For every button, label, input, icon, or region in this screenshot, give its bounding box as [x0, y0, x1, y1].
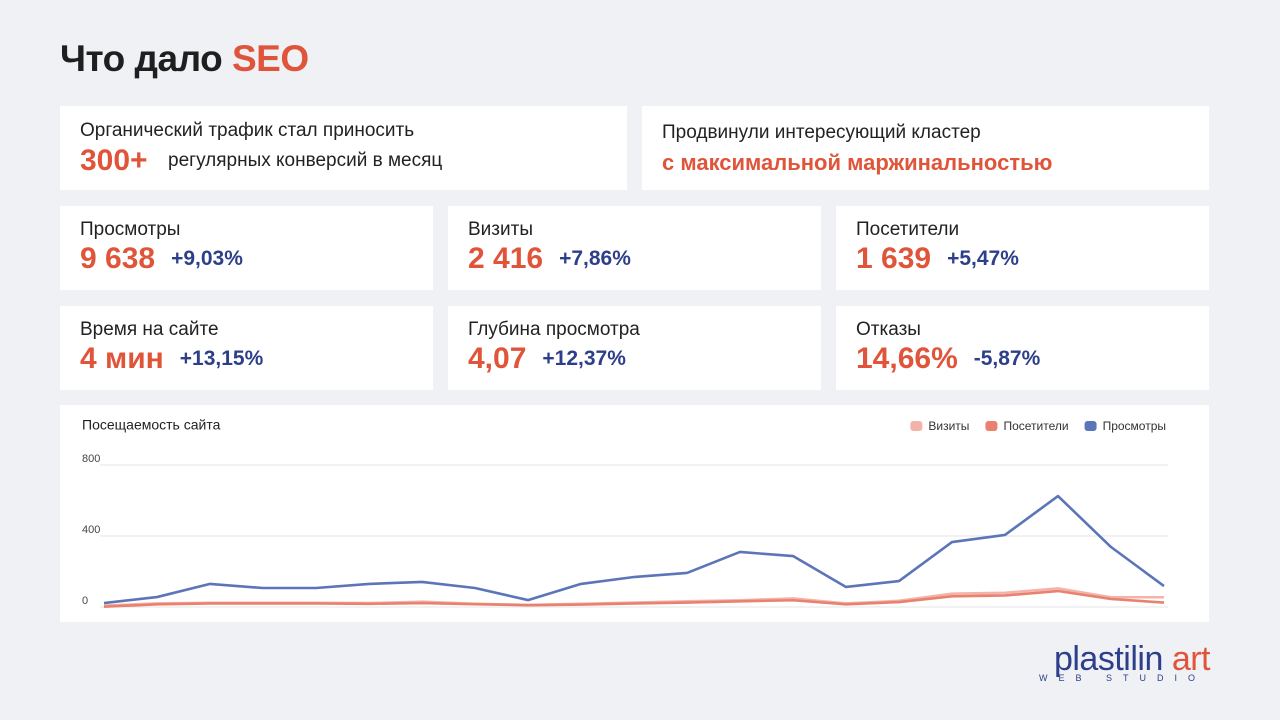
legend-swatch: [910, 421, 923, 431]
metric-card: Посетители 1 639 +5,47%: [836, 206, 1209, 290]
metric-value: 4,07: [468, 342, 527, 375]
metric-card: Отказы 14,66% -5,87%: [836, 306, 1209, 390]
metric-label: Просмотры: [80, 219, 181, 240]
legend-label: Просмотры: [1103, 419, 1166, 433]
metric-change: +12,37%: [542, 347, 626, 370]
card-text: Продвинули интересующий кластер: [662, 122, 981, 143]
card-note: регулярных конверсий в месяц: [168, 150, 443, 171]
title: Что дало SEO: [60, 38, 309, 80]
series-line: [103, 589, 1165, 608]
highlight-card: Органический трафик стал приносить 300+ …: [60, 106, 627, 190]
metric-value: 14,66%: [856, 342, 958, 375]
metric-change: -5,87%: [973, 347, 1041, 370]
card-text: Органический трафик стал приносить: [80, 120, 415, 141]
metric-label: Визиты: [468, 219, 533, 240]
metric-label: Посетители: [856, 219, 960, 240]
title-highlight: SEO: [231, 38, 309, 79]
y-tick-label: 400: [82, 524, 100, 536]
metric-card: Просмотры 9 638 +9,03%: [60, 206, 433, 290]
title-text: Что дало: [60, 38, 223, 79]
metric-change: +7,86%: [559, 247, 631, 270]
metric-line: 2 416 +7,86%: [468, 242, 631, 276]
series-line: [103, 494, 1165, 605]
metric-change: +9,03%: [171, 247, 243, 270]
legend-label: Посетители: [1003, 419, 1068, 433]
metric-line: 4 мин +13,15%: [80, 342, 263, 376]
metric-card: Визиты 2 416 +7,86%: [448, 206, 821, 290]
card-value: 300+: [80, 144, 148, 177]
highlight-card: Продвинули интересующий кластер с максим…: [642, 106, 1209, 190]
metric-line: 1 639 +5,47%: [856, 242, 1019, 276]
y-tick-label: 800: [82, 453, 100, 465]
metric-card: Время на сайте 4 мин +13,15%: [60, 306, 433, 390]
logo: plastilin art: [1053, 640, 1211, 679]
metric-value: 4 мин: [80, 342, 164, 375]
legend-label: Визиты: [928, 419, 969, 433]
chart-title: Посещаемость сайта: [82, 417, 221, 433]
metric-value: 2 416: [468, 242, 544, 275]
metric-label: Отказы: [856, 319, 921, 340]
logo-sub: WEB STUDIO: [1038, 673, 1206, 683]
legend-swatch: [1084, 421, 1097, 431]
metric-change: +13,15%: [179, 347, 264, 370]
logo-name: plastilin: [1053, 640, 1163, 678]
metric-line: 14,66% -5,87%: [856, 342, 1040, 376]
metric-value: 1 639: [856, 242, 932, 275]
metric-value: 9 638: [80, 242, 156, 275]
y-tick-label: 0: [82, 595, 88, 607]
metric-line: 4,07 +12,37%: [468, 342, 626, 376]
metric-change: +5,47%: [947, 247, 1019, 270]
card-accent: с максимальной маржинальностью: [662, 150, 1053, 175]
metric-label: Глубина просмотра: [468, 319, 640, 340]
legend-swatch: [985, 421, 998, 431]
metric-card: Глубина просмотра 4,07 +12,37%: [448, 306, 821, 390]
logo-accent: art: [1171, 640, 1211, 678]
metric-line: 9 638 +9,03%: [80, 242, 243, 276]
metric-label: Время на сайте: [80, 319, 219, 340]
